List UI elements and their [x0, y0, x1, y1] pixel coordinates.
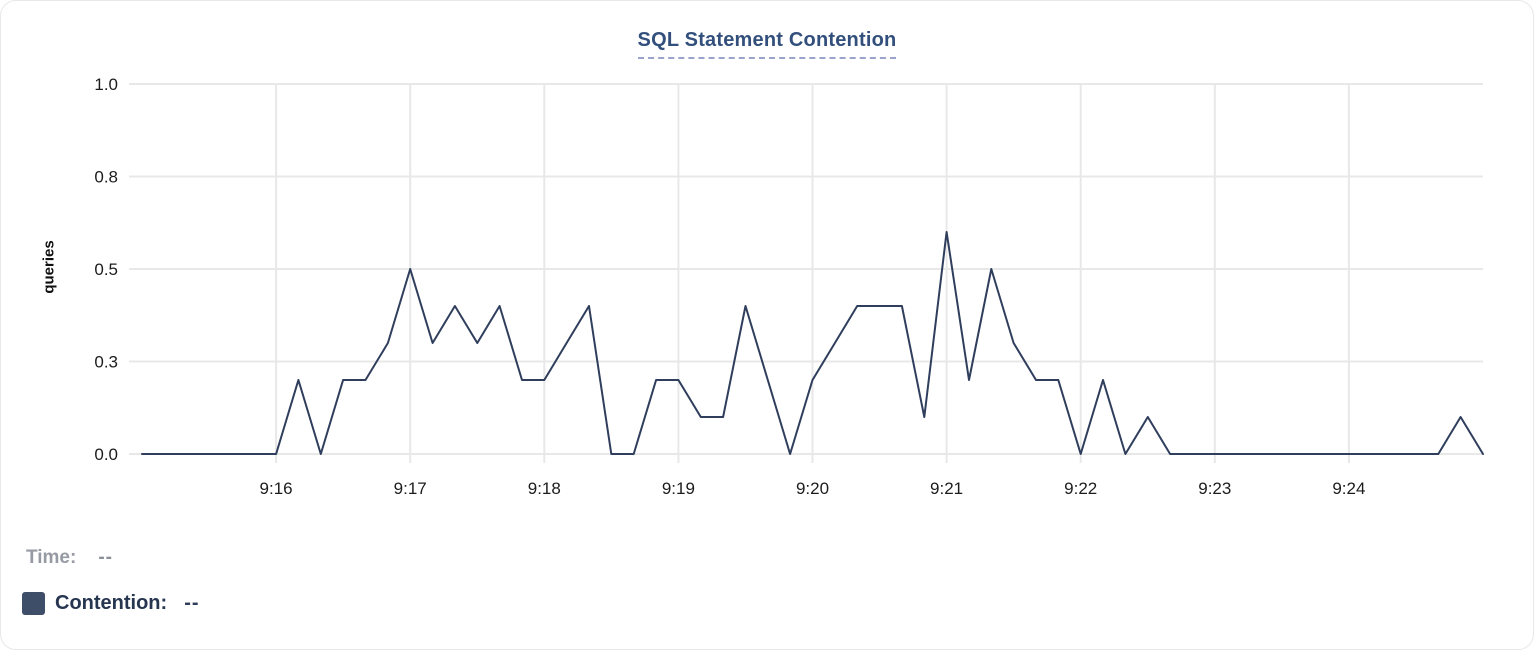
x-tick-label: 9:18 — [528, 479, 561, 498]
hover-readout-time: Time: -- — [26, 547, 113, 569]
y-tick-label: 0.5 — [94, 260, 118, 279]
x-tick-label: 9:17 — [394, 479, 427, 498]
legend-contention[interactable]: Contention: -- — [22, 592, 200, 615]
x-tick-label: 9:23 — [1198, 479, 1231, 498]
chart-title[interactable]: SQL Statement Contention — [637, 29, 897, 59]
y-tick-label: 0.3 — [94, 353, 118, 372]
y-tick-label: 0.8 — [94, 168, 118, 187]
y-tick-label: 0.0 — [94, 445, 118, 464]
contention-series-line[interactable] — [141, 231, 1484, 455]
x-tick-label: 9:19 — [662, 479, 695, 498]
x-tick-label: 9:16 — [260, 479, 293, 498]
contention-legend-swatch — [22, 592, 45, 615]
contention-value: -- — [184, 592, 200, 614]
time-value: -- — [98, 547, 113, 568]
contention-line-chart[interactable]: 0.0 0.3 0.5 0.8 1.0 9:16 9:17 9:18 9:19 9:20 9:21 9… — [1, 1, 1534, 521]
x-tick-label: 9:22 — [1064, 479, 1097, 498]
chart-header: SQL Statement Contention — [1, 29, 1533, 59]
y-tick-label: 1.0 — [94, 75, 118, 94]
contention-label: Contention: — [55, 592, 168, 614]
x-tick-label: 9:24 — [1332, 479, 1365, 498]
x-tick-label: 9:21 — [930, 479, 963, 498]
x-tick-label: 9:20 — [796, 479, 829, 498]
time-label: Time: — [26, 547, 77, 568]
